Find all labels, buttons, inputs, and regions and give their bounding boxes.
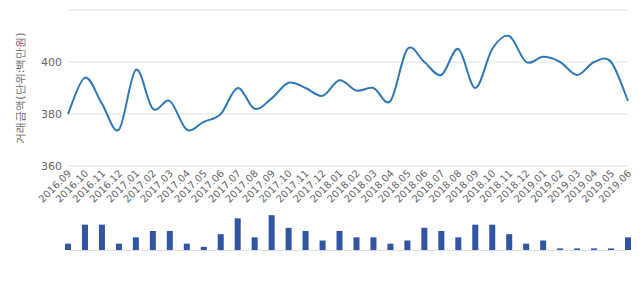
volume-bar [184, 244, 190, 250]
volume-bar [370, 237, 376, 250]
x-tick-label: 2019.06 [596, 168, 633, 205]
volume-bar [337, 231, 343, 250]
volume-bar [404, 241, 410, 251]
volume-bar [489, 225, 495, 250]
volume-bar [116, 244, 122, 250]
volume-bar [591, 248, 597, 250]
volume-bar [557, 248, 563, 250]
volume-bar [99, 225, 105, 250]
grid-line [68, 114, 628, 115]
volume-bar [133, 237, 139, 250]
grid-line [68, 166, 628, 167]
volume-bar [353, 237, 359, 250]
volume-bar [438, 231, 444, 250]
volume-bar [421, 228, 427, 250]
volume-bar [218, 234, 224, 250]
grid-line [68, 62, 628, 63]
volume-bar [387, 244, 393, 250]
range-top [68, 10, 628, 11]
volume-bar [167, 231, 173, 250]
y-tick-label: 400 [41, 56, 62, 69]
volume-bar [150, 231, 156, 250]
volume-bar [303, 231, 309, 250]
volume-bar [574, 248, 580, 250]
volume-bar [625, 237, 631, 250]
y-tick-label: 360 [41, 160, 62, 173]
y-tick-label: 380 [41, 108, 62, 121]
volume-bar [269, 215, 275, 250]
price-line [68, 36, 628, 131]
volume-bar [523, 244, 529, 250]
volume-bar [286, 228, 292, 250]
volume-bar [506, 234, 512, 250]
volume-bar [252, 237, 258, 250]
volume-bar [235, 218, 241, 250]
y-axis-title: 거래금액(단위:백만원) [14, 32, 27, 143]
chart: 360380400거래금액(단위:백만원)2016.092016.102016.… [0, 0, 640, 294]
baseline [68, 250, 628, 251]
volume-bar [82, 225, 88, 250]
volume-bar [455, 237, 461, 250]
volume-bar [201, 247, 207, 250]
volume-bar [472, 225, 478, 250]
volume-bar [540, 241, 546, 251]
volume-bar [65, 244, 71, 250]
volume-bar [320, 241, 326, 251]
volume-bar [608, 248, 614, 250]
